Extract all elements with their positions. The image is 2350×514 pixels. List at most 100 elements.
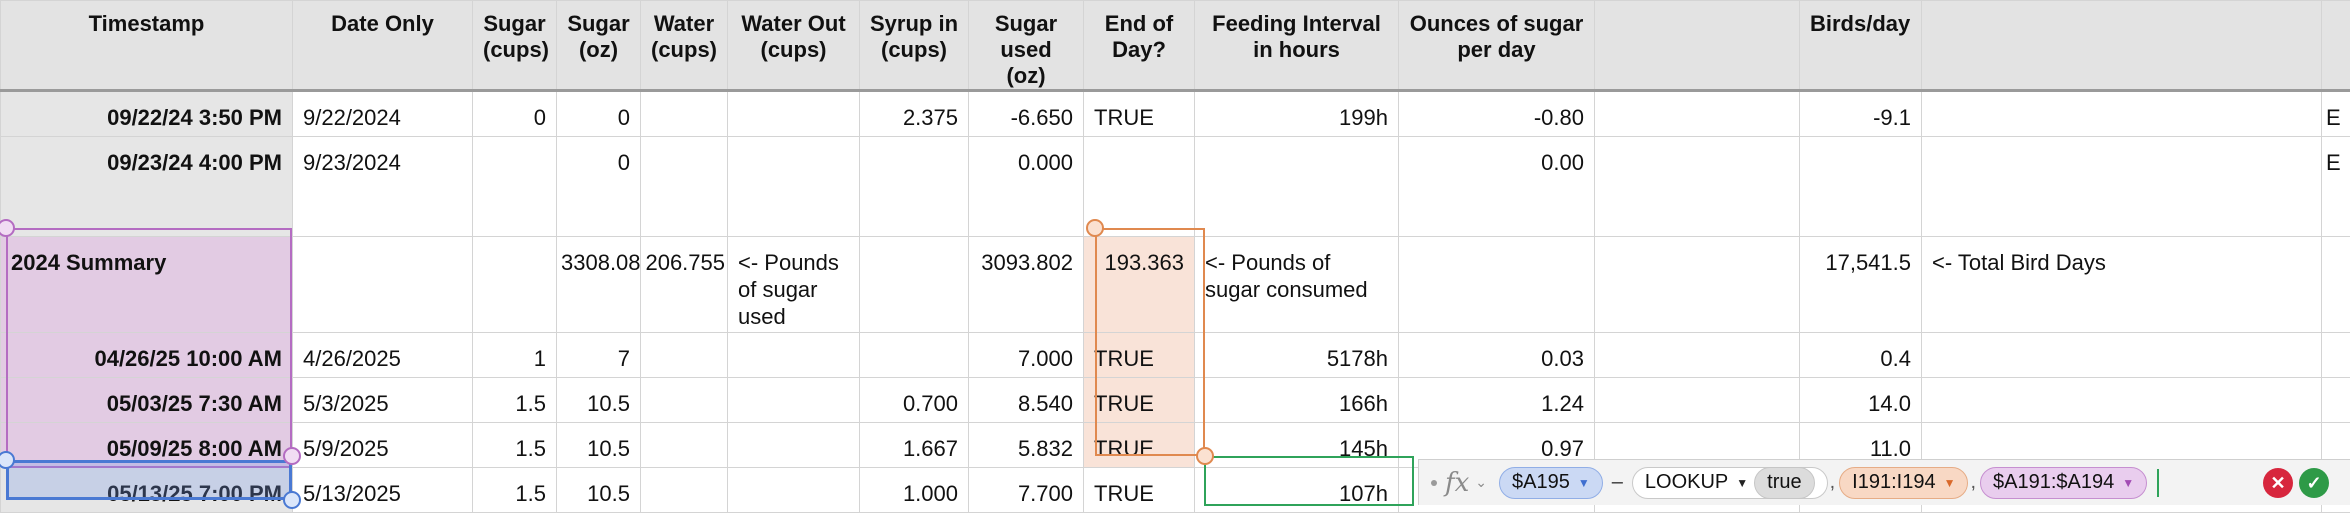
cell-timestamp[interactable]: 05/09/25 8:00 AM: [0, 422, 293, 468]
cell-sugar-used[interactable]: 3093.802: [968, 236, 1084, 333]
col-header-syrup-in[interactable]: Syrup in (cups): [859, 0, 969, 92]
cell-oz-per-day[interactable]: [1398, 236, 1595, 333]
cell-birds-per-day[interactable]: -9.1: [1799, 90, 1922, 137]
cell-end-of-day[interactable]: TRUE: [1083, 422, 1195, 468]
cell-note[interactable]: [1921, 377, 2322, 423]
cell-end-of-day[interactable]: 193.363: [1083, 236, 1195, 333]
col-header-water-cups[interactable]: Water (cups): [640, 0, 728, 92]
formula-editor[interactable]: fx ⌄ $A195 ▼ – LOOKUP ▼ true , I191:I194…: [1418, 459, 2350, 505]
chevron-down-icon[interactable]: ⌄: [1475, 474, 1488, 490]
cell-end-of-day[interactable]: [1083, 136, 1195, 237]
range-handle-top[interactable]: [1086, 219, 1104, 237]
col-header-sugar-cups[interactable]: Sugar (cups): [472, 0, 557, 92]
cell-sugar-used[interactable]: -6.650: [968, 90, 1084, 137]
cell-syrup[interactable]: 1.000: [859, 467, 969, 513]
col-header-blank-n[interactable]: [1921, 0, 2322, 92]
cell-interval-editing[interactable]: 107h: [1194, 467, 1399, 513]
cell-oz-per-day[interactable]: 0.03: [1398, 332, 1595, 378]
cell-interval[interactable]: 145h: [1194, 422, 1399, 468]
cell-date[interactable]: 5/13/2025: [292, 467, 473, 513]
cell-overflow[interactable]: [2321, 377, 2350, 423]
col-header-birds-per-day[interactable]: Birds/day: [1799, 0, 1922, 92]
cell-sugar-used[interactable]: 7.700: [968, 467, 1084, 513]
cell-interval-note[interactable]: <- Pounds of sugar consumed: [1194, 236, 1399, 333]
cell-handle-bottom[interactable]: [283, 491, 301, 509]
cell-sugar-oz[interactable]: 10.5: [556, 467, 641, 513]
cell-overflow[interactable]: [2321, 236, 2350, 333]
cell-interval[interactable]: 199h: [1194, 90, 1399, 137]
col-header-sugar-used[interactable]: Sugar used (oz): [968, 0, 1084, 92]
cell-birds-per-day[interactable]: [1799, 136, 1922, 237]
cell-end-of-day[interactable]: TRUE: [1083, 90, 1195, 137]
cell-timestamp-active[interactable]: 05/13/25 7:00 PM: [0, 467, 293, 513]
col-header-ounces-per-day[interactable]: Ounces of sugar per day: [1398, 0, 1595, 92]
col-header-blank-o[interactable]: [2321, 0, 2350, 92]
cell-end-of-day[interactable]: TRUE: [1083, 332, 1195, 378]
cell-date[interactable]: [292, 236, 473, 333]
cell-end-of-day[interactable]: TRUE: [1083, 377, 1195, 423]
cell-timestamp[interactable]: 09/22/24 3:50 PM: [0, 90, 293, 137]
cell-blank[interactable]: [1594, 332, 1800, 378]
cell-water[interactable]: [640, 377, 728, 423]
cell-sugar-oz[interactable]: 10.5: [556, 377, 641, 423]
cell-birds-per-day[interactable]: 0.4: [1799, 332, 1922, 378]
cell-water[interactable]: [640, 422, 728, 468]
range-handle-bottom[interactable]: [283, 447, 301, 465]
cell-sugar-used[interactable]: 7.000: [968, 332, 1084, 378]
col-header-water-out[interactable]: Water Out (cups): [727, 0, 860, 92]
cell-water[interactable]: [640, 332, 728, 378]
cell-end-of-day[interactable]: TRUE: [1083, 467, 1195, 513]
cell-water[interactable]: [640, 136, 728, 237]
cell-overflow[interactable]: [2321, 332, 2350, 378]
cell-sugar-used[interactable]: 0.000: [968, 136, 1084, 237]
col-header-blank-l[interactable]: [1594, 0, 1800, 92]
cancel-icon[interactable]: ✕: [2263, 468, 2293, 498]
col-header-feeding-interval[interactable]: Feeding Interval in hours: [1194, 0, 1399, 92]
formula-token-ref-blue[interactable]: $A195 ▼: [1499, 466, 1603, 499]
cell-overflow[interactable]: E: [2321, 136, 2350, 237]
cell-overflow[interactable]: E: [2321, 90, 2350, 137]
cell-sugar-used[interactable]: 8.540: [968, 377, 1084, 423]
accept-icon[interactable]: ✓: [2299, 468, 2329, 498]
cell-water-out[interactable]: [727, 332, 860, 378]
cell-sugar-oz[interactable]: 7: [556, 332, 641, 378]
cell-water-out[interactable]: [727, 136, 860, 237]
cell-syrup[interactable]: [859, 136, 969, 237]
cell-date[interactable]: 9/23/2024: [292, 136, 473, 237]
range-handle-bottom[interactable]: [1196, 447, 1214, 465]
cell-oz-per-day[interactable]: -0.80: [1398, 90, 1595, 137]
cell-sugar-cups[interactable]: 1.5: [472, 377, 557, 423]
col-header-end-of-day[interactable]: End of Day?: [1083, 0, 1195, 92]
fx-icon[interactable]: fx: [1445, 467, 1470, 498]
cell-note[interactable]: [1921, 136, 2322, 237]
cell-blank[interactable]: [1594, 90, 1800, 137]
cell-birds-per-day[interactable]: 14.0: [1799, 377, 1922, 423]
cell-timestamp[interactable]: 05/03/25 7:30 AM: [0, 377, 293, 423]
cell-timestamp[interactable]: 04/26/25 10:00 AM: [0, 332, 293, 378]
cell-syrup[interactable]: [859, 332, 969, 378]
cell-sugar-cups[interactable]: 1.5: [472, 467, 557, 513]
formula-token-ref-purple[interactable]: $A191:$A194 ▼: [1980, 466, 2148, 499]
cell-date[interactable]: 5/3/2025: [292, 377, 473, 423]
cell-syrup[interactable]: [859, 236, 969, 333]
cell-interval[interactable]: [1194, 136, 1399, 237]
cell-sugar-cups[interactable]: [472, 236, 557, 333]
range-handle-top[interactable]: [0, 219, 15, 237]
cell-sugar-oz[interactable]: 3308.08: [556, 236, 641, 333]
cell-water-out[interactable]: [727, 467, 860, 513]
cell-date[interactable]: 5/9/2025: [292, 422, 473, 468]
cell-syrup[interactable]: 0.700: [859, 377, 969, 423]
cell-sugar-cups[interactable]: [472, 136, 557, 237]
cell-blank[interactable]: [1594, 136, 1800, 237]
cell-note[interactable]: <- Total Bird Days: [1921, 236, 2322, 333]
cell-sugar-used[interactable]: 5.832: [968, 422, 1084, 468]
cell-note[interactable]: [1921, 332, 2322, 378]
cell-syrup[interactable]: 1.667: [859, 422, 969, 468]
cell-sugar-oz[interactable]: 0: [556, 90, 641, 137]
formula-token-function[interactable]: LOOKUP ▼ true: [1631, 466, 1828, 499]
cell-oz-per-day[interactable]: 0.00: [1398, 136, 1595, 237]
cell-date[interactable]: 9/22/2024: [292, 90, 473, 137]
cell-sugar-oz[interactable]: 10.5: [556, 422, 641, 468]
drag-handle-icon[interactable]: [1431, 479, 1437, 486]
cell-timestamp[interactable]: 09/23/24 4:00 PM: [0, 136, 293, 237]
